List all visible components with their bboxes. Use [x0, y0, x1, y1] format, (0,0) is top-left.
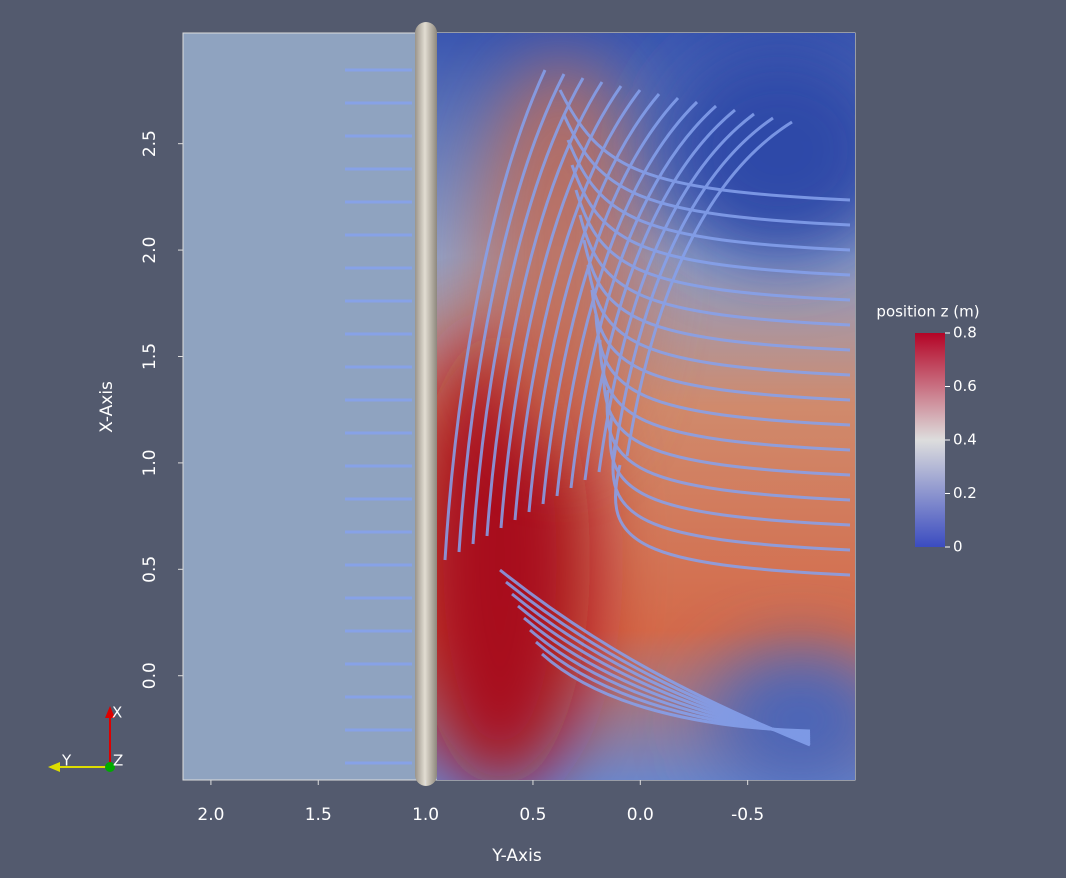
- x-axis-title: Y-Axis: [491, 846, 542, 866]
- y-tick-label: 0.5: [140, 556, 160, 583]
- x-tick-label: -0.5: [731, 805, 764, 825]
- y-tick-label: 0.0: [140, 662, 160, 689]
- streamline: [558, 89, 851, 202]
- x-tick-label: 0.0: [627, 805, 654, 825]
- triad-x: X: [112, 704, 122, 722]
- streamline: [582, 239, 851, 352]
- streamline: [625, 120, 793, 457]
- streamline: [570, 164, 851, 277]
- streamline: [586, 264, 851, 377]
- streamline: [541, 96, 680, 505]
- streamline: [613, 464, 851, 577]
- streamline: [540, 652, 811, 733]
- streamline: [566, 139, 851, 252]
- streamline: [608, 414, 851, 527]
- y-axis-title: X-Axis: [97, 381, 117, 433]
- streamline: [583, 108, 736, 481]
- streamline: [574, 189, 851, 302]
- colorbar-tick-label: 0.4: [953, 431, 977, 449]
- streamline: [602, 364, 851, 477]
- y-tick-label: 2.0: [140, 237, 160, 264]
- colorbar: [915, 333, 945, 547]
- y-tick-label: 1.5: [140, 343, 160, 370]
- streamline: [443, 69, 547, 561]
- streamline: [605, 389, 851, 502]
- streamline: [513, 89, 642, 521]
- colorbar-tick-label: 0.8: [953, 324, 977, 342]
- streamline: [611, 439, 851, 552]
- triad-y: Y: [61, 752, 72, 770]
- triad-z: Z: [113, 752, 123, 770]
- x-tick-label: 0.5: [519, 805, 546, 825]
- axes-triad: X Y Z: [48, 704, 123, 772]
- colorbar-tick-label: 0.6: [953, 377, 977, 395]
- streamline: [611, 116, 774, 465]
- streamline: [597, 112, 755, 473]
- y-tick-label: 2.5: [140, 130, 160, 157]
- streamline: [471, 77, 585, 545]
- x-tick-label: 1.5: [305, 805, 332, 825]
- colorbar-title: position z (m): [876, 303, 979, 321]
- streamline: [527, 93, 661, 513]
- colorbar-tick-label: 0: [953, 538, 963, 556]
- cylinder: [415, 22, 437, 786]
- y-tick-label: 1.0: [140, 449, 160, 476]
- x-tick-label: 1.0: [412, 805, 439, 825]
- x-tick-label: 2.0: [197, 805, 224, 825]
- streamline: [578, 214, 851, 327]
- streamline: [562, 114, 851, 227]
- streamline: [569, 104, 718, 489]
- particle-field: [182, 22, 856, 786]
- streamline: [457, 73, 566, 553]
- colorbar-tick-label: 0.2: [953, 484, 977, 502]
